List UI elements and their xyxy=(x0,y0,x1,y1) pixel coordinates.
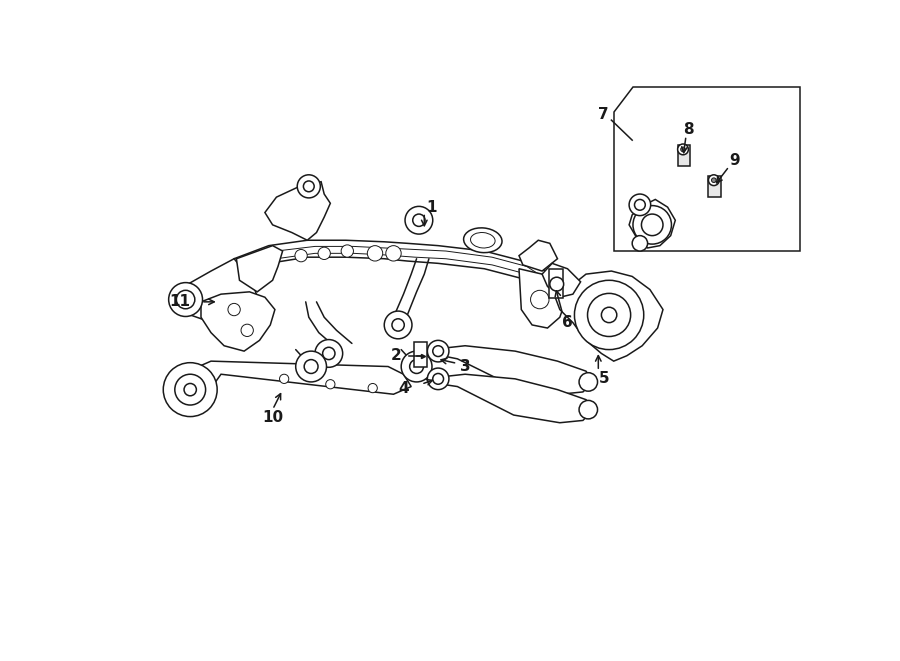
Polygon shape xyxy=(542,263,580,297)
Circle shape xyxy=(428,340,449,362)
Circle shape xyxy=(303,181,314,192)
Circle shape xyxy=(304,360,318,373)
Circle shape xyxy=(574,280,644,350)
Polygon shape xyxy=(519,240,557,271)
Circle shape xyxy=(428,368,449,389)
Circle shape xyxy=(322,347,335,360)
Polygon shape xyxy=(178,258,259,325)
Circle shape xyxy=(410,360,424,373)
Polygon shape xyxy=(629,200,675,248)
Polygon shape xyxy=(237,246,283,292)
Circle shape xyxy=(708,175,719,186)
Circle shape xyxy=(297,175,320,198)
Polygon shape xyxy=(519,269,565,328)
Bar xyxy=(549,269,562,298)
Circle shape xyxy=(588,293,631,336)
Polygon shape xyxy=(555,271,663,361)
Ellipse shape xyxy=(471,233,495,248)
Circle shape xyxy=(296,351,327,382)
Text: 4: 4 xyxy=(399,381,409,395)
Bar xyxy=(413,342,428,367)
Polygon shape xyxy=(430,374,594,423)
Circle shape xyxy=(680,147,685,152)
Circle shape xyxy=(228,303,240,316)
Circle shape xyxy=(550,277,563,291)
Bar xyxy=(678,145,690,167)
Circle shape xyxy=(176,290,194,309)
Circle shape xyxy=(241,324,254,336)
Circle shape xyxy=(634,200,645,210)
Polygon shape xyxy=(430,346,594,394)
Circle shape xyxy=(341,245,354,257)
Circle shape xyxy=(678,144,688,155)
Ellipse shape xyxy=(464,228,502,253)
Circle shape xyxy=(280,374,289,383)
Circle shape xyxy=(318,247,330,260)
Circle shape xyxy=(642,214,663,235)
Circle shape xyxy=(184,383,196,396)
Circle shape xyxy=(326,379,335,389)
Text: 10: 10 xyxy=(262,410,284,425)
Circle shape xyxy=(295,249,307,262)
Circle shape xyxy=(633,206,671,244)
Text: 7: 7 xyxy=(598,107,609,122)
Circle shape xyxy=(405,206,433,234)
Circle shape xyxy=(712,178,716,182)
Polygon shape xyxy=(180,361,411,410)
Circle shape xyxy=(579,401,598,419)
Circle shape xyxy=(601,307,617,323)
Circle shape xyxy=(175,374,205,405)
Text: 2: 2 xyxy=(391,348,401,364)
Circle shape xyxy=(168,283,202,317)
Text: 8: 8 xyxy=(683,122,694,137)
Text: 1: 1 xyxy=(427,200,437,215)
Bar xyxy=(708,176,721,197)
Text: 3: 3 xyxy=(460,359,471,374)
Polygon shape xyxy=(614,87,800,251)
Polygon shape xyxy=(265,182,330,240)
Text: 9: 9 xyxy=(729,153,740,168)
Text: 5: 5 xyxy=(598,371,609,386)
Circle shape xyxy=(632,235,648,251)
Circle shape xyxy=(163,363,217,416)
Circle shape xyxy=(386,246,401,261)
Text: 6: 6 xyxy=(562,315,573,330)
Circle shape xyxy=(579,373,598,391)
Circle shape xyxy=(368,383,377,393)
Polygon shape xyxy=(201,292,274,351)
Circle shape xyxy=(392,319,404,331)
Circle shape xyxy=(315,340,343,368)
Circle shape xyxy=(433,346,444,356)
Circle shape xyxy=(629,194,651,215)
Text: 11: 11 xyxy=(169,294,190,309)
Circle shape xyxy=(413,214,425,226)
Circle shape xyxy=(401,351,432,382)
Circle shape xyxy=(433,373,444,384)
Circle shape xyxy=(530,290,549,309)
Circle shape xyxy=(384,311,412,339)
Circle shape xyxy=(367,246,382,261)
